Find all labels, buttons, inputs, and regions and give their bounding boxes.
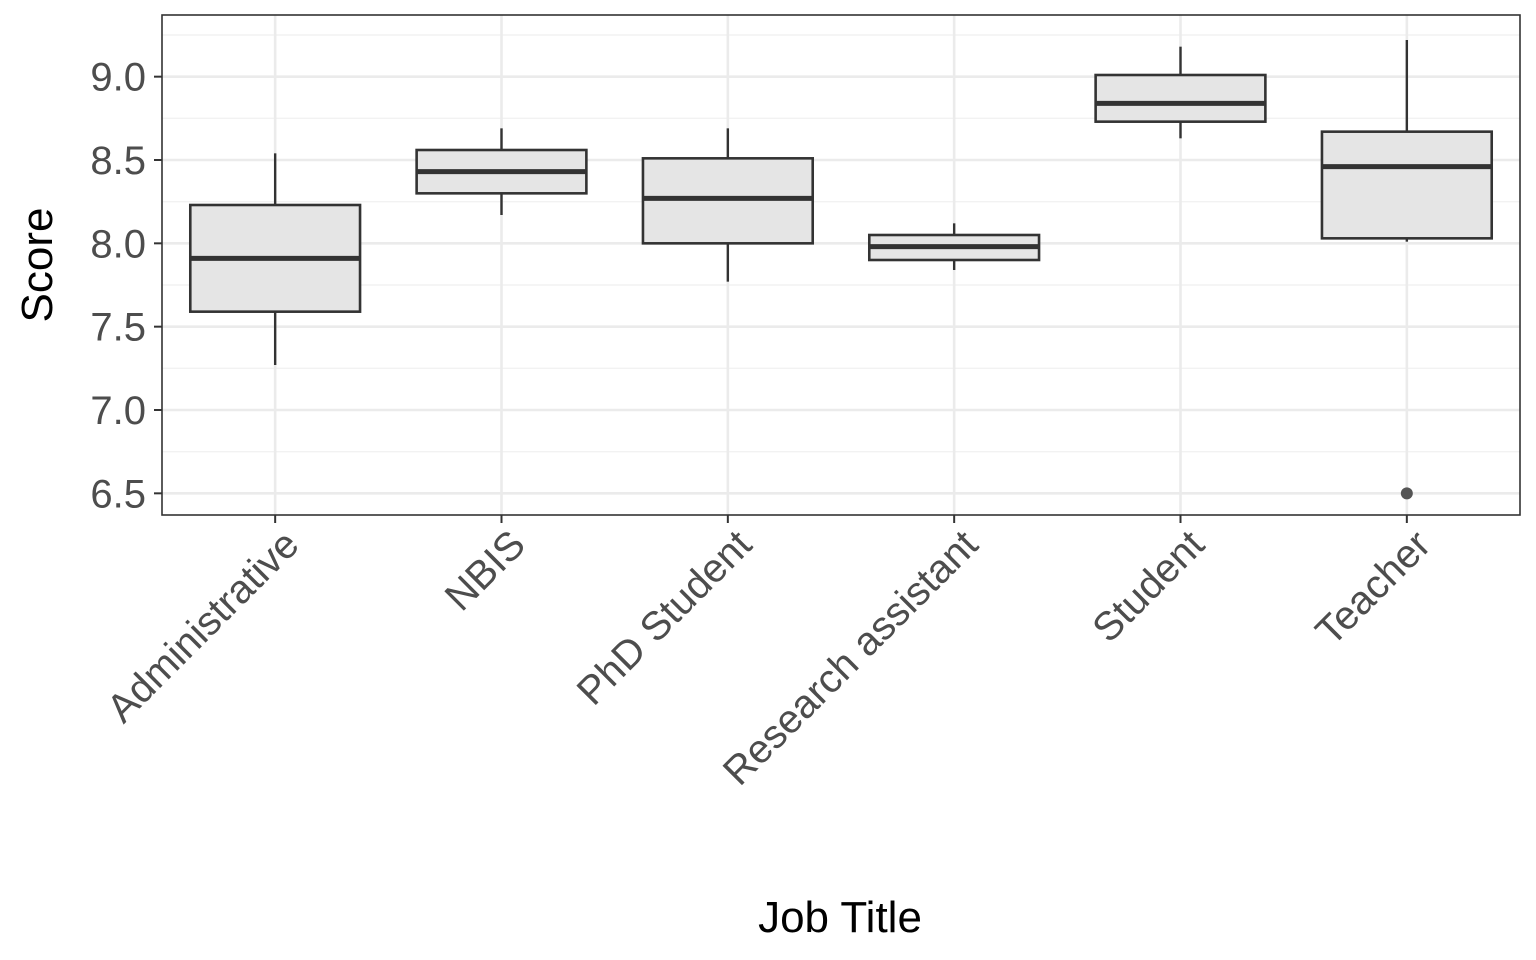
x-axis-title: Job Title xyxy=(758,893,922,942)
x-tick-label: Administrative xyxy=(99,522,308,731)
x-tick-label: PhD Student xyxy=(569,522,761,714)
x-tick-label: Student xyxy=(1084,522,1213,651)
box-group xyxy=(641,128,815,282)
box-group xyxy=(415,128,588,215)
box-group xyxy=(1320,40,1494,500)
y-tick-label: 7.5 xyxy=(90,306,146,350)
panel-border xyxy=(161,14,1521,516)
x-tick-label: Teacher xyxy=(1307,522,1439,654)
iqr-box xyxy=(1094,73,1267,123)
box-group xyxy=(867,223,1041,270)
boxes-layer xyxy=(188,40,1494,500)
y-tick-label: 6.5 xyxy=(90,472,146,516)
y-tick-label: 8.5 xyxy=(90,139,146,183)
box-group xyxy=(188,153,362,365)
y-axis-title: Score xyxy=(13,208,62,323)
grid-lines xyxy=(162,15,1520,515)
y-tick-label: 9.0 xyxy=(90,56,146,100)
x-tick-label: Research assistant xyxy=(715,522,987,794)
outlier-point xyxy=(1400,487,1413,500)
x-tick-label: NBIS xyxy=(437,522,534,619)
iqr-box xyxy=(1320,130,1494,240)
y-tick-label: 7.0 xyxy=(90,389,146,433)
box-group xyxy=(1094,46,1267,139)
y-tick-label: 8.0 xyxy=(90,222,146,266)
